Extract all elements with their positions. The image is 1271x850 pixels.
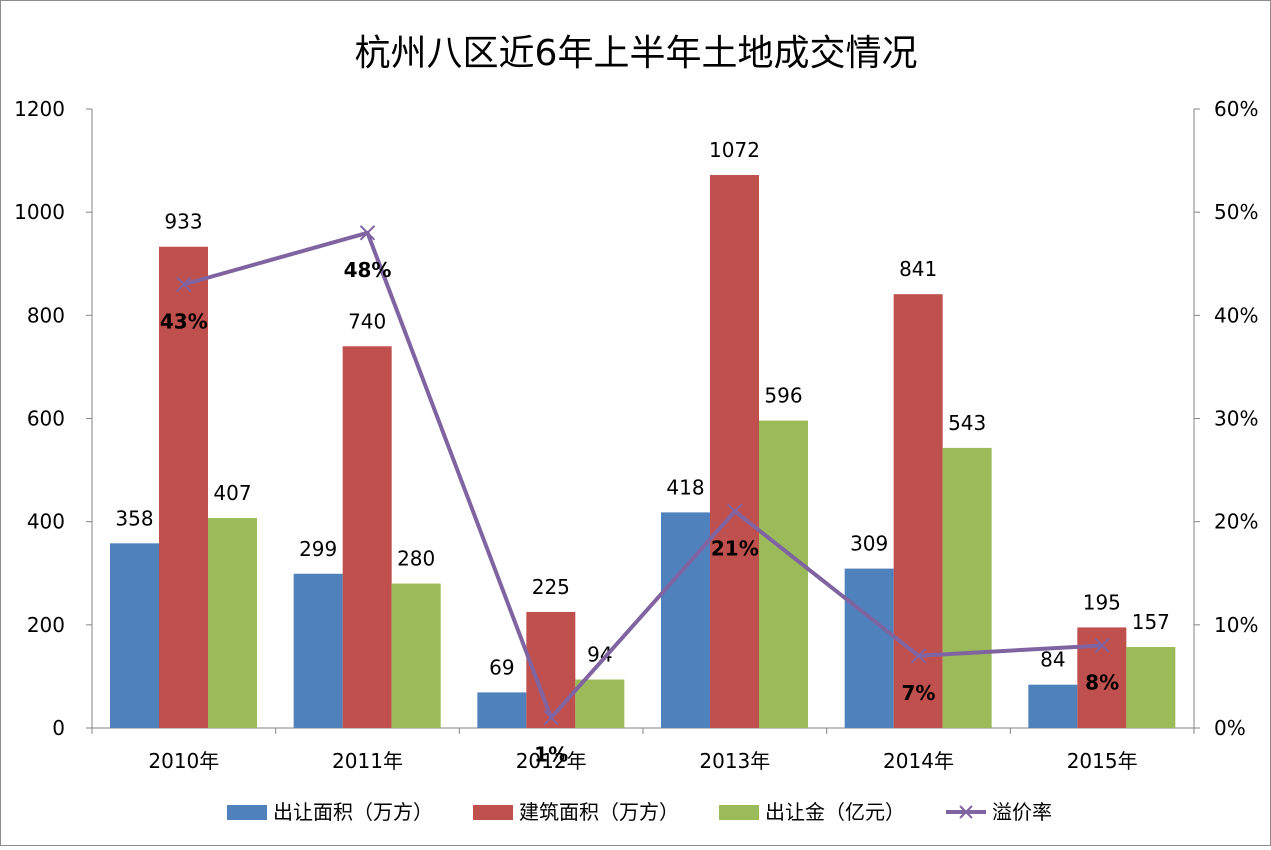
right-tick-label: 0% [1214,716,1246,740]
bar-value-label: 543 [948,411,986,435]
line-value-label: 43% [160,309,208,333]
legend-item: 出让金（亿元） [719,800,905,824]
bar-value-label: 596 [764,384,802,408]
right-tick-label: 60% [1214,97,1258,121]
right-tick-label: 20% [1214,510,1258,534]
left-tick-label: 1200 [14,97,65,121]
legend-item: 建筑面积（万方） [473,800,679,824]
bar-value-label: 841 [899,257,937,281]
left-tick-label: 800 [27,303,65,327]
line-point [1094,637,1110,654]
legend-label: 建筑面积（万方） [519,800,679,824]
bar [893,294,943,728]
right-tick-label: 50% [1214,200,1258,224]
legend-label: 出让面积（万方） [273,800,433,824]
premium-rate-line: 43% 48% 1% 21% 7% 8% [160,225,1119,767]
bar-value-label: 309 [850,532,888,556]
line-point [727,503,743,520]
left-tick-label: 200 [27,613,65,637]
bar-value-label: 740 [348,309,386,333]
line-point [910,648,927,664]
left-tick-label: 400 [27,510,65,534]
bar [342,346,392,728]
line-value-label: 21% [711,536,759,560]
bar [391,583,441,728]
legend-item: 溢价率 [946,800,1052,824]
bar [1126,647,1176,728]
bars [110,175,1176,729]
bar [759,420,808,728]
x-tick-label: 2010年 [148,749,219,773]
x-tick-label: 2014年 [883,749,954,773]
line-point [176,276,192,293]
bar-value-label: 358 [115,506,153,530]
x-tick-label: 2012年 [516,749,587,773]
legend-label: 出让金（亿元） [765,800,905,824]
bar-value-label: 299 [299,537,337,561]
line-point [543,709,559,726]
left-tick-label: 600 [27,407,65,431]
legend-item: 出让面积（万方） [227,800,433,824]
legend-label: 溢价率 [992,800,1052,824]
axes: 0 200 400 600 800 1000 1200 0% 10% 20% 30% 40% 50% 60… [14,97,1258,773]
bar [208,518,257,728]
legend: 出让面积（万方） 建筑面积（万方） 出让金（亿元） 溢价率 [227,800,1052,824]
x-tick-label: 2013年 [699,749,770,773]
x-tick-label: 2011年 [332,749,403,773]
bar-value-label: 225 [532,575,570,599]
right-tick-label: 10% [1214,613,1258,637]
legend-swatch [719,805,759,820]
bar [477,692,527,728]
bar [844,568,894,728]
line-point [359,225,376,241]
bar-value-label: 280 [397,547,435,571]
bar-value-label: 1072 [709,138,760,162]
x-tick-label: 2015年 [1067,749,1138,773]
chart-title: 杭州八区近6年上半年土地成交情况 [355,33,918,74]
premium-rate-series-line [183,230,1103,720]
left-tick-label: 0 [52,716,65,740]
bar-value-label: 69 [489,655,514,679]
legend-swatch [227,805,267,820]
bar-value-label: 418 [666,475,704,499]
bar [293,573,343,728]
line-value-label: 1% [534,743,568,767]
bar-labels: 358 299 69 418 309 84 933 740 225 1072 841 195 407 28… [115,138,1170,679]
bar-value-label: 407 [213,481,251,505]
legend-swatch [473,805,513,820]
line-value-label: 7% [902,681,936,705]
bar-value-label: 195 [1083,590,1121,614]
bar-value-label: 933 [164,210,202,234]
bar [110,543,159,728]
bar [710,175,759,728]
line-value-label: 8% [1085,670,1119,694]
bar-value-label: 157 [1132,610,1170,634]
right-tick-label: 30% [1214,407,1258,431]
bar-value-label: 84 [1040,648,1065,672]
right-tick-label: 40% [1214,303,1258,327]
left-tick-label: 1000 [14,200,65,224]
bar [1028,684,1078,728]
line-value-label: 48% [344,258,392,282]
bar [942,447,992,728]
bar [575,679,625,728]
bar [159,246,208,729]
